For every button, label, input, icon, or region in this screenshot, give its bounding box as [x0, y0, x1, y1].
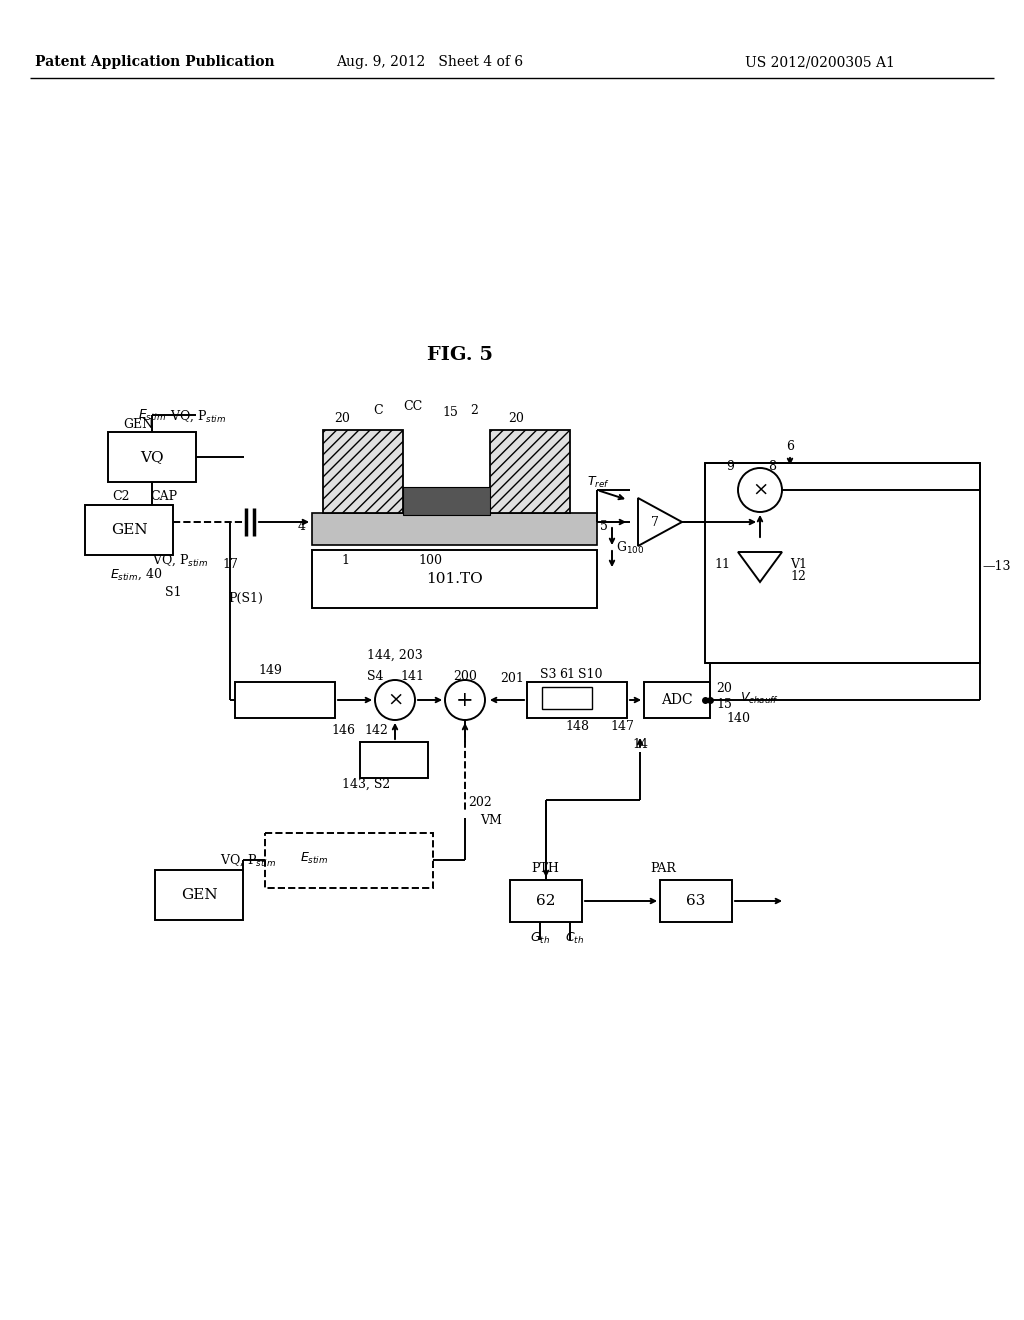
Text: CAP: CAP [150, 490, 177, 503]
Text: 7: 7 [651, 516, 658, 528]
Text: 202: 202 [468, 796, 492, 808]
Text: 62: 62 [537, 894, 556, 908]
Text: 17: 17 [222, 558, 238, 572]
Text: 147: 147 [610, 719, 634, 733]
Bar [705, 463, 980, 663]
Text: VQ, P$_{stim}$: VQ, P$_{stim}$ [170, 408, 226, 424]
Bar [490, 430, 570, 513]
Bar [265, 833, 433, 888]
Text: 141: 141 [400, 669, 424, 682]
Text: 20: 20 [334, 412, 350, 425]
Text: 20: 20 [508, 412, 524, 425]
Text: 11: 11 [714, 558, 730, 572]
Text: Aug. 9, 2012   Sheet 4 of 6: Aug. 9, 2012 Sheet 4 of 6 [337, 55, 523, 69]
Text: 201: 201 [500, 672, 524, 685]
Text: FIG. 5: FIG. 5 [427, 346, 493, 364]
Text: 4: 4 [298, 520, 306, 533]
Text: VM: VM [480, 813, 502, 826]
Text: GEN: GEN [111, 523, 147, 537]
Circle shape [445, 680, 485, 719]
Text: P(S1): P(S1) [228, 591, 263, 605]
Polygon shape [738, 552, 782, 582]
Text: US 2012/0200305 A1: US 2012/0200305 A1 [745, 55, 895, 69]
Bar [108, 432, 196, 482]
Text: 100: 100 [418, 553, 442, 566]
Text: —13: —13 [982, 560, 1011, 573]
Text: CC: CC [403, 400, 423, 413]
Text: PAR: PAR [650, 862, 676, 874]
Polygon shape [638, 498, 682, 546]
Text: 12: 12 [790, 570, 806, 583]
Bar [234, 682, 335, 718]
Text: V1: V1 [790, 558, 807, 572]
Bar [155, 870, 243, 920]
Bar [312, 550, 597, 609]
Bar [85, 506, 173, 554]
Text: G$_{100}$: G$_{100}$ [616, 540, 644, 556]
Bar [542, 686, 592, 709]
Text: GEN: GEN [180, 888, 217, 902]
Text: 143, S2: 143, S2 [342, 777, 390, 791]
Bar [527, 682, 627, 718]
Text: 200: 200 [453, 669, 477, 682]
Text: 142: 142 [364, 723, 388, 737]
Text: S3: S3 [540, 668, 556, 681]
Bar [312, 513, 597, 545]
Text: 144, 203: 144, 203 [368, 648, 423, 661]
Bar [403, 487, 490, 515]
Text: $C_{th}$: $C_{th}$ [565, 931, 585, 945]
Text: $V_{chauff}$: $V_{chauff}$ [740, 690, 779, 706]
Text: 146: 146 [331, 723, 355, 737]
Text: 5: 5 [600, 520, 608, 533]
Text: 148: 148 [565, 719, 589, 733]
Text: PTH: PTH [531, 862, 559, 874]
Text: ×: × [752, 480, 768, 499]
Text: 14: 14 [632, 738, 648, 751]
Text: 101.TO: 101.TO [426, 572, 483, 586]
Text: 6: 6 [786, 441, 794, 454]
Text: $E_{stim}$: $E_{stim}$ [300, 850, 329, 866]
Text: 8: 8 [768, 459, 776, 473]
Text: $E_{stim}$, 40: $E_{stim}$, 40 [110, 566, 162, 582]
Text: VQ, P$_{stim}$: VQ, P$_{stim}$ [220, 853, 276, 867]
Text: $G_{th}$: $G_{th}$ [530, 931, 550, 945]
Bar [360, 742, 428, 777]
Bar [323, 430, 403, 513]
Text: 61: 61 [559, 668, 575, 681]
Text: 9: 9 [726, 459, 734, 473]
Circle shape [375, 680, 415, 719]
Text: C: C [373, 404, 383, 417]
Text: 2: 2 [470, 404, 478, 417]
Text: 149: 149 [258, 664, 282, 676]
Text: 20: 20 [716, 681, 732, 694]
Text: $T_{ref}$: $T_{ref}$ [587, 474, 610, 490]
Text: S1: S1 [165, 586, 181, 598]
Bar [510, 880, 582, 921]
Text: VQ: VQ [140, 450, 164, 465]
Text: 15: 15 [716, 697, 732, 710]
Text: S4: S4 [367, 669, 383, 682]
Text: 1: 1 [341, 553, 349, 566]
Bar [660, 880, 732, 921]
Circle shape [738, 469, 782, 512]
Text: $E_{stim}$: $E_{stim}$ [138, 408, 166, 422]
Text: +: + [456, 690, 474, 710]
Text: 140: 140 [726, 711, 750, 725]
Text: VQ, P$_{stim}$: VQ, P$_{stim}$ [152, 552, 208, 568]
Text: 63: 63 [686, 894, 706, 908]
Text: 15: 15 [442, 407, 458, 420]
Bar [644, 682, 710, 718]
Text: GEN: GEN [123, 418, 154, 432]
Text: S10: S10 [578, 668, 602, 681]
Text: ×: × [387, 690, 403, 709]
Text: ADC: ADC [662, 693, 693, 708]
Text: Patent Application Publication: Patent Application Publication [35, 55, 274, 69]
Text: C2: C2 [112, 490, 129, 503]
